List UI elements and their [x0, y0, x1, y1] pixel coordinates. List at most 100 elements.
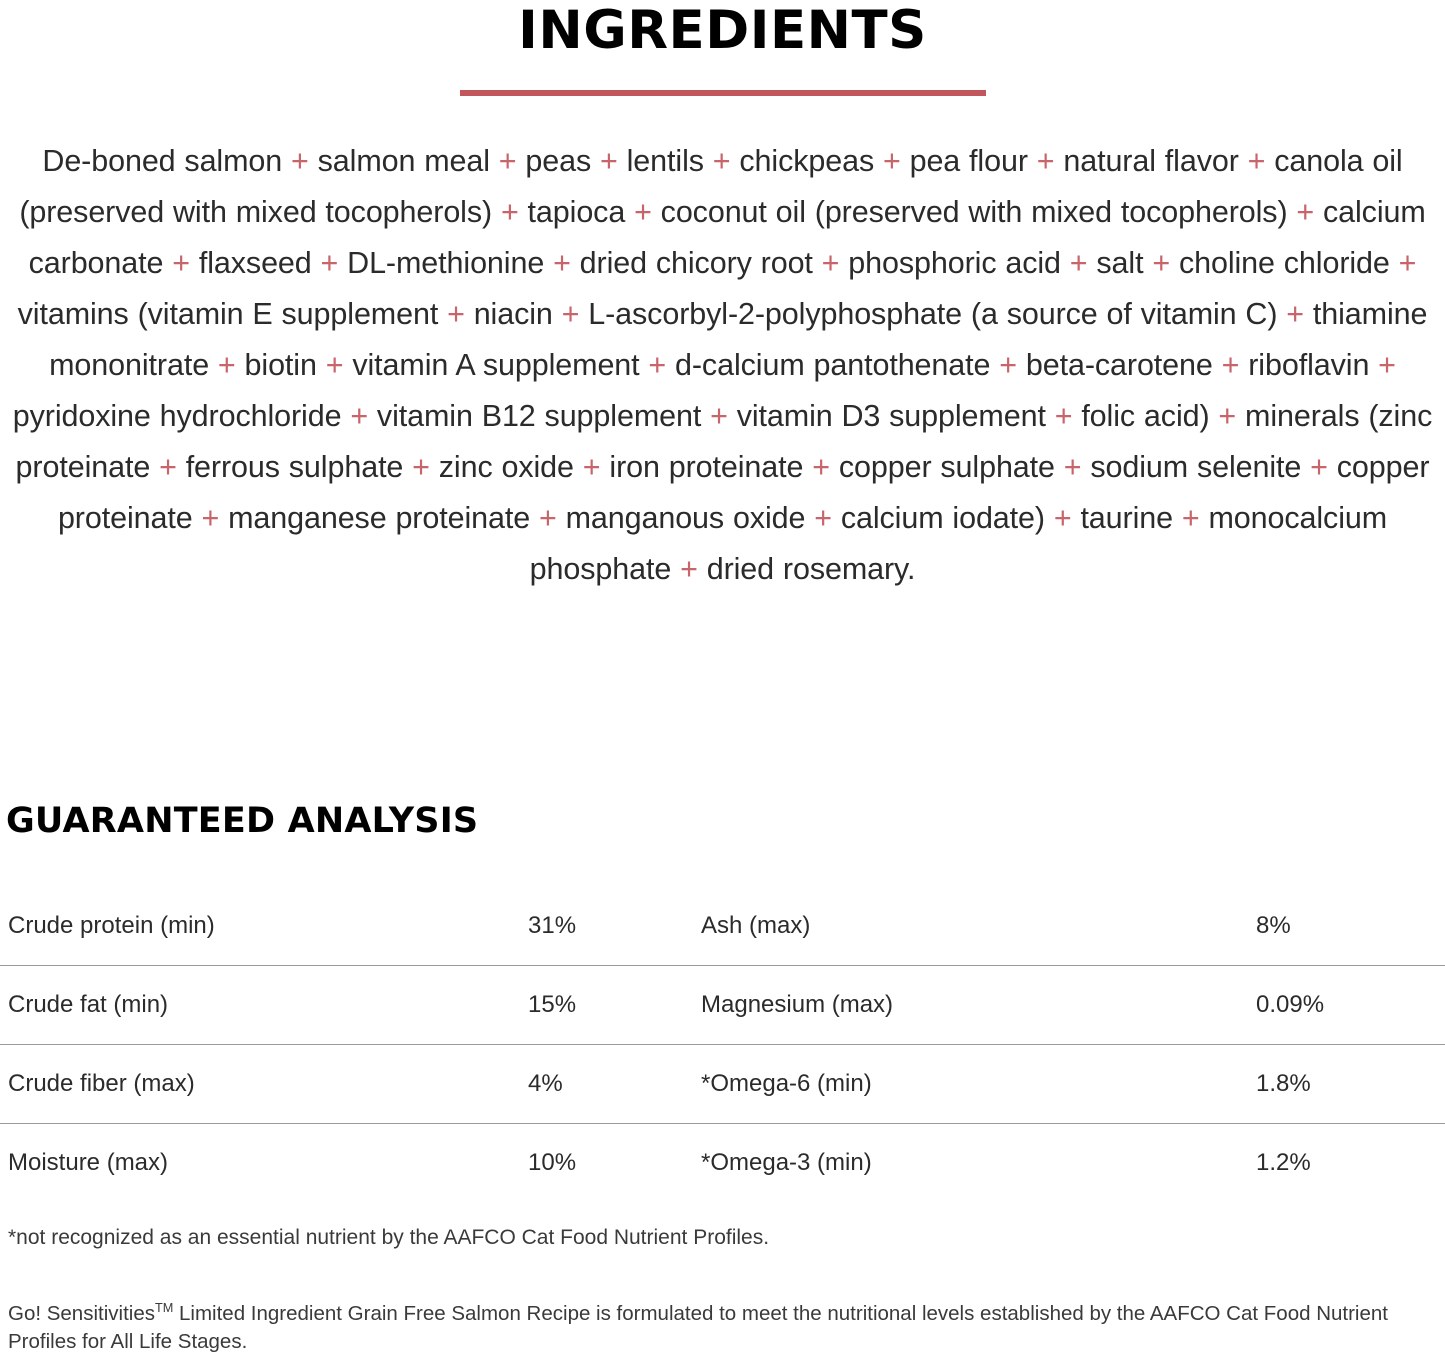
nutrient-label: *Omega-6 (min) [693, 1044, 1256, 1124]
ingredient-separator: + [316, 348, 353, 382]
nutrient-label: Crude fiber (max) [0, 1044, 528, 1124]
ingredient-separator: + [341, 399, 377, 433]
ingredient-item: peas [525, 144, 592, 178]
ingredient-item: beta-carotene [1025, 348, 1213, 382]
guaranteed-analysis-table: Crude protein (min) 31% Ash (max) 8% Crude f… [0, 887, 1445, 1202]
nutrient-value: 4% [528, 1044, 693, 1124]
ingredient-separator: + [530, 501, 566, 535]
ingredient-item: vitamin A supplement [352, 348, 640, 382]
ingredient-separator: + [544, 246, 580, 280]
trademark-symbol: TM [154, 1300, 174, 1316]
nutrient-value: 8% [1256, 887, 1445, 966]
ingredient-separator: + [1238, 144, 1275, 178]
ingredient-item: ferrous sulphate [185, 450, 404, 484]
ingredient-separator: + [703, 144, 740, 178]
ingredient-separator: + [805, 501, 841, 535]
ingredient-item: canola oil (preserved with mixed tocophe… [19, 144, 1403, 229]
nutrient-label: *Omega-3 (min) [701, 1149, 872, 1176]
ingredient-item: choline chloride [1178, 246, 1390, 280]
ingredient-item: phosphoric acid [848, 246, 1061, 280]
ingredient-item: zinc oxide [438, 450, 574, 484]
ingredient-item: copper proteinate [57, 450, 1430, 535]
ingredient-separator: + [1212, 348, 1249, 382]
nutrient-value: 31% [528, 887, 693, 966]
asterisk-footnote: *not recognized as an essential nutrient… [8, 1226, 770, 1249]
ingredient-item: folic acid) [1081, 399, 1210, 433]
ingredient-separator: + [1369, 348, 1396, 382]
ingredient-separator: + [209, 348, 245, 382]
ingredient-item: DL-methionine [347, 246, 545, 280]
ingredient-separator: + [150, 450, 186, 484]
ingredient-separator: + [803, 450, 839, 484]
ingredient-item: vitamin B12 supplement [376, 399, 702, 433]
ingredient-separator: + [438, 297, 474, 331]
ingredient-item: d-calcium pantothenate [675, 348, 991, 382]
ingredient-item: calcium iodate) [840, 501, 1045, 535]
ingredient-item: copper sulphate [838, 450, 1055, 484]
ingredient-item: vitamins (vitamin E supplement [17, 297, 439, 331]
ingredient-separator: + [990, 348, 1026, 382]
ingredient-item: flaxseed [198, 246, 312, 280]
ingredient-separator: + [625, 195, 661, 229]
ingredient-separator: + [874, 144, 910, 178]
table-row: Crude protein (min) 31% Ash (max) 8% [0, 887, 1445, 966]
ingredient-separator: + [1027, 144, 1064, 178]
aafco-statement-text: Limited Ingredient Grain Free Salmon Rec… [8, 1302, 1388, 1353]
nutrient-label: Crude fat (min) [0, 965, 528, 1045]
ingredient-item: coconut oil (preserved with mixed tocoph… [660, 195, 1288, 229]
ingredient-item: iron proteinate [609, 450, 804, 484]
ingredient-separator: + [1287, 195, 1323, 229]
nutrient-label: Moisture (max) [8, 1149, 169, 1176]
nutrient-label: Ash (max) [693, 887, 1256, 966]
ingredient-item: monocalcium phosphate [529, 501, 1388, 586]
ingredient-item: niacin [473, 297, 553, 331]
ingredient-separator: + [573, 450, 610, 484]
nutrient-label: Crude protein (min) [0, 887, 528, 966]
ingredient-item: manganous oxide [565, 501, 806, 535]
ingredient-separator: + [1277, 297, 1313, 331]
ingredient-item: vitamin D3 supplement [736, 399, 1046, 433]
ingredient-separator: + [282, 144, 318, 178]
guaranteed-analysis-title: GUARANTEED ANALYSIS [6, 801, 479, 841]
aafco-statement-brand: Go! Sensitivities [8, 1302, 155, 1325]
table-row: Crude fiber (max) 4% *Omega-6 (min) 1.8% [0, 1044, 1445, 1124]
ingredient-separator: + [1060, 246, 1097, 280]
ingredient-item: dried rosemary. [706, 552, 916, 586]
ingredient-separator: + [1044, 501, 1081, 535]
ingredient-separator: + [1173, 501, 1209, 535]
ingredient-separator: + [1045, 399, 1082, 433]
nutrient-value: 0.09% [1256, 965, 1445, 1045]
table-row: Moisture (max) 10% *Omega-3 (min) 1.2% [0, 1124, 1445, 1203]
ingredient-item: taurine [1080, 501, 1173, 535]
ingredient-item: L-ascorbyl-2-polyphosphate (a source of … [588, 297, 1278, 331]
guaranteed-analysis-section: GUARANTEED ANALYSIS Crude protein (min) 3… [0, 800, 1445, 1202]
ingredient-separator: + [1301, 450, 1337, 484]
ingredient-item: tapioca [527, 195, 626, 229]
ingredient-item: thiamine mononitrate [49, 297, 1428, 382]
ingredient-item: lentils [626, 144, 704, 178]
ingredient-item: minerals (zinc proteinate [15, 399, 1433, 484]
ingredient-separator: + [639, 348, 676, 382]
ingredient-separator: + [1143, 246, 1179, 280]
nutrient-value: 15% [528, 965, 693, 1045]
ingredient-separator: + [552, 297, 589, 331]
ingredient-separator: + [492, 195, 528, 229]
ingredient-separator: + [701, 399, 737, 433]
ingredient-item: manganese proteinate [228, 501, 531, 535]
ingredient-item: calcium carbonate [28, 195, 1426, 280]
ingredient-item: pyridoxine hydrochloride [12, 399, 342, 433]
page-title: INGREDIENTS [518, 0, 927, 61]
ingredient-separator: + [1389, 246, 1417, 280]
ingredient-separator: + [403, 450, 439, 484]
ingredient-separator: + [671, 552, 707, 586]
nutrient-value: 1.8% [1256, 1044, 1445, 1124]
title-underline-rule [459, 90, 986, 96]
ingredients-header: INGREDIENTS [0, 0, 1445, 96]
ingredient-item: riboflavin [1248, 348, 1370, 382]
ingredient-separator: + [812, 246, 849, 280]
ingredient-item: biotin [244, 348, 317, 382]
ingredient-separator: + [163, 246, 199, 280]
ingredient-item: natural flavor [1063, 144, 1239, 178]
nutrient-label: Magnesium (max) [693, 965, 1256, 1045]
